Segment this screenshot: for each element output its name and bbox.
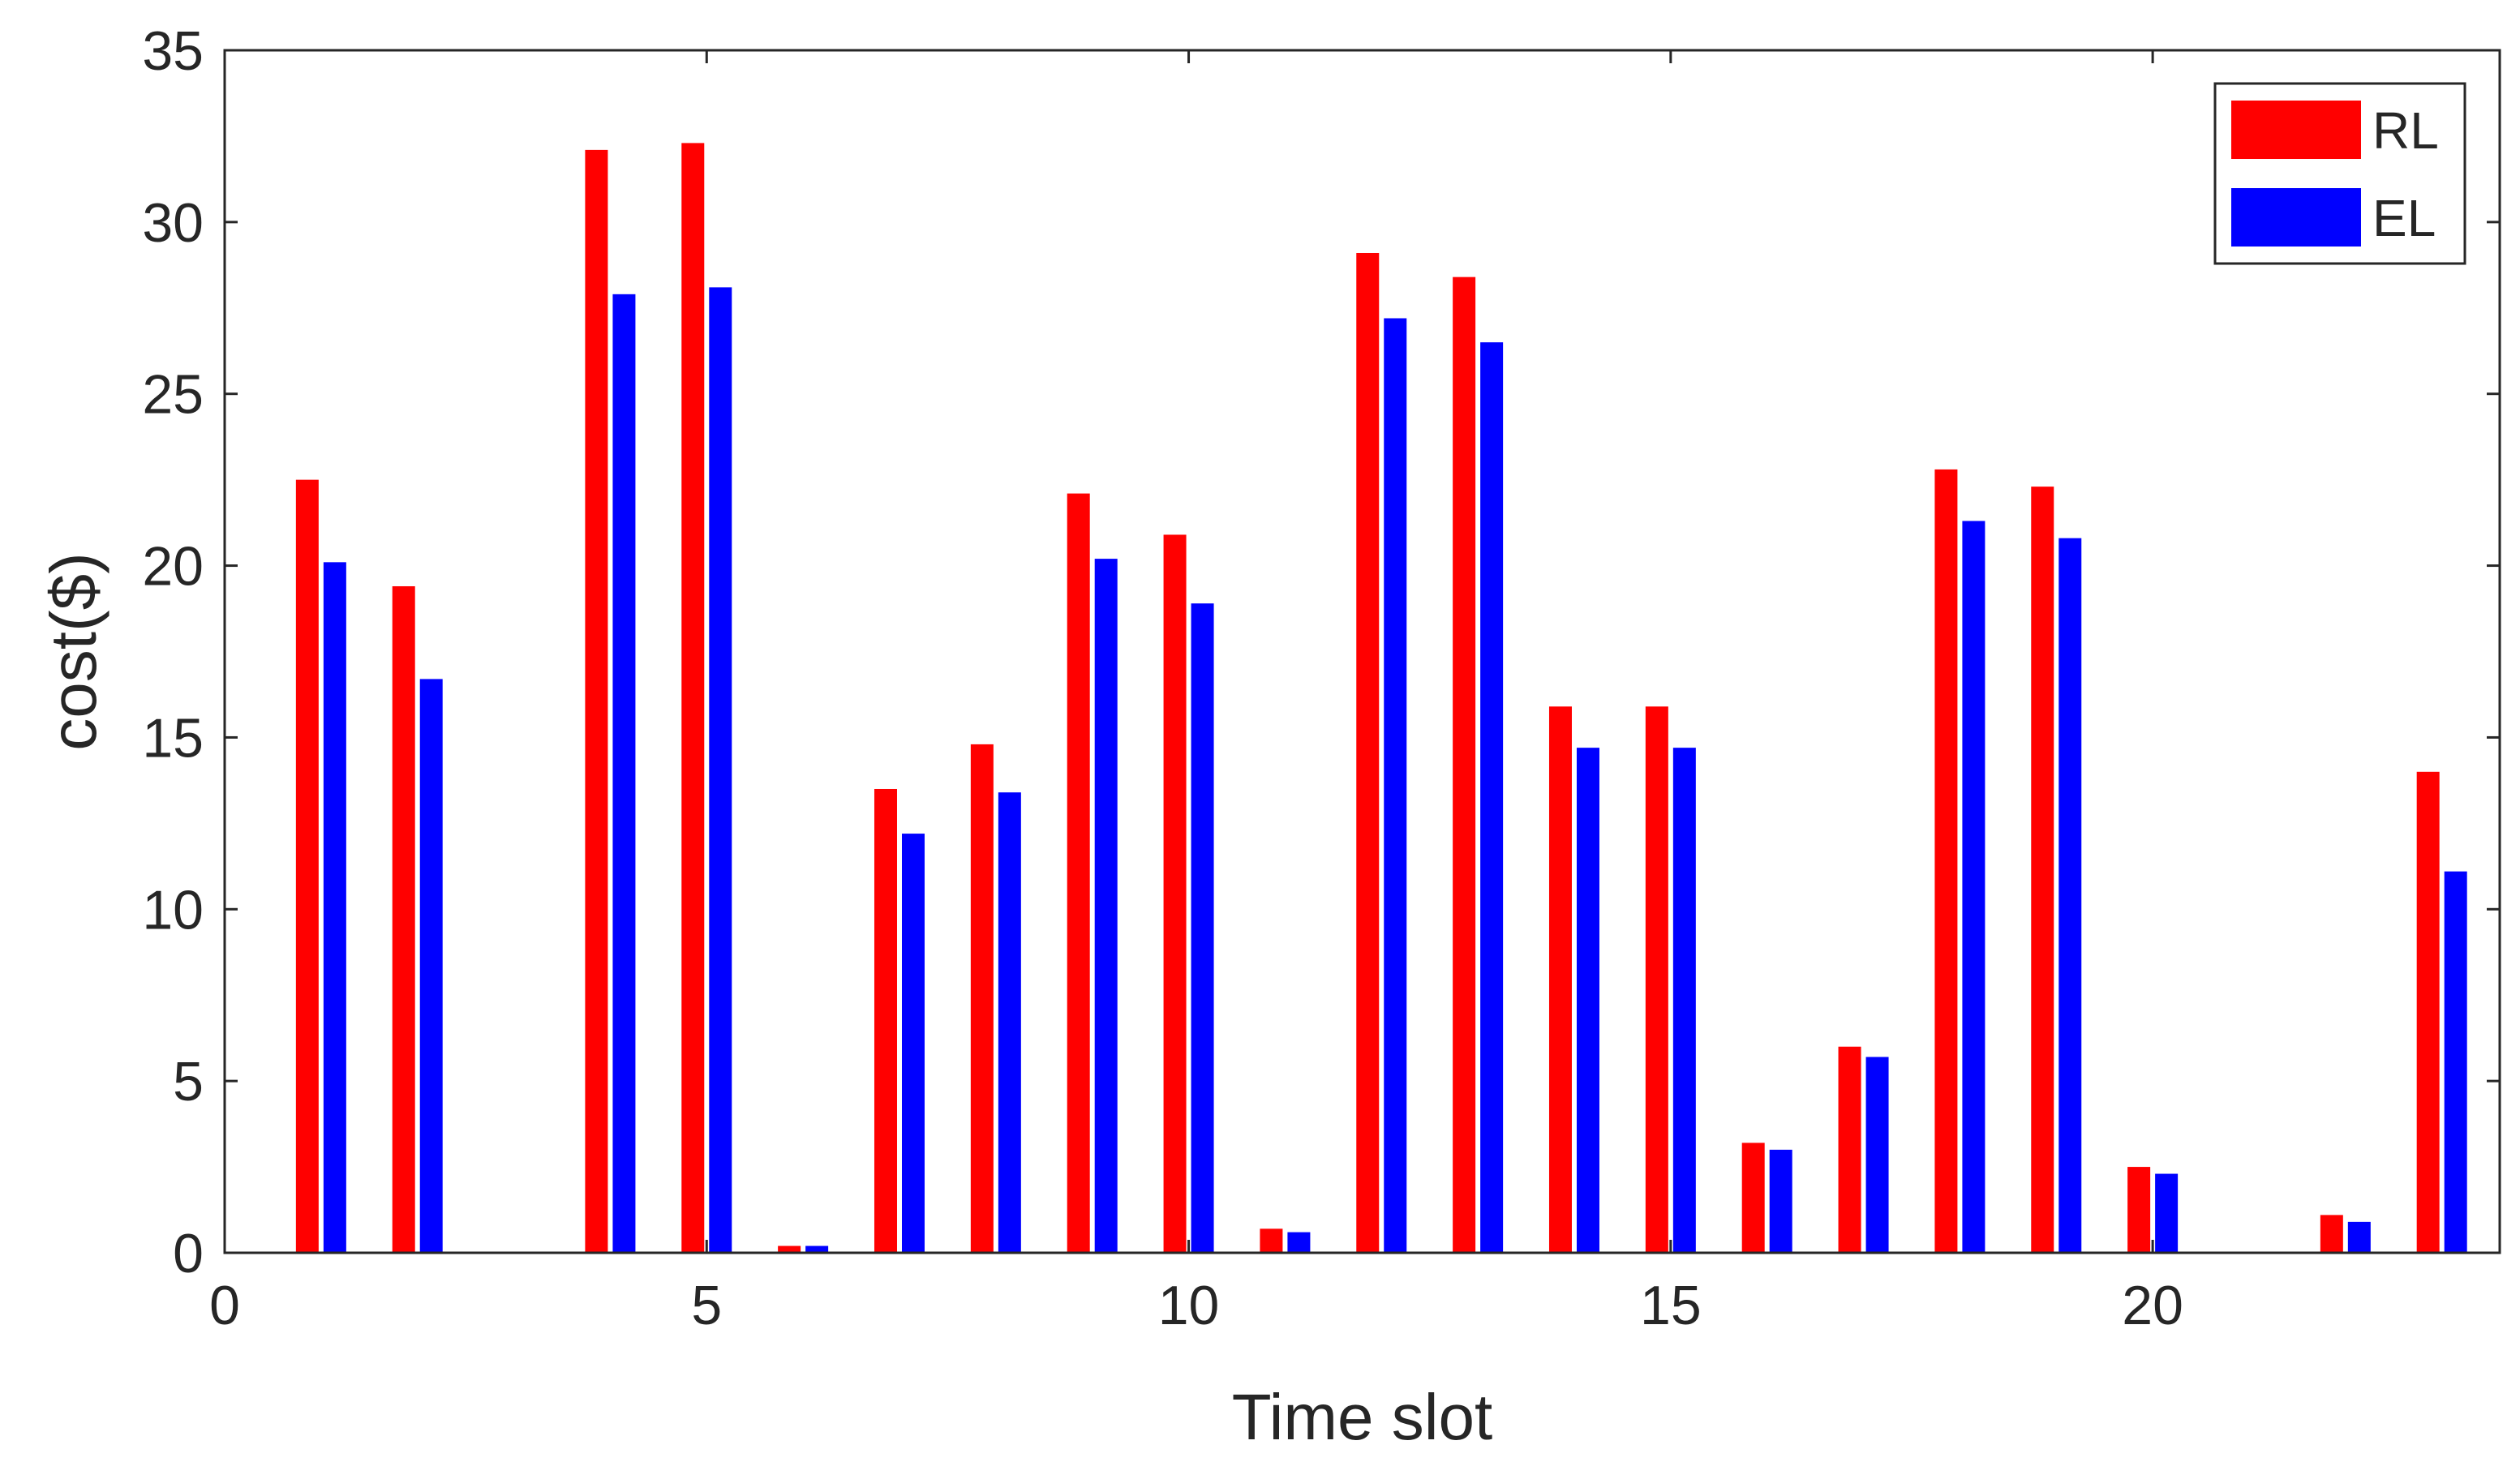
bar-rl-9 [1067,493,1090,1253]
bar-el-22 [2347,1221,2371,1253]
bar-el-5 [709,287,732,1254]
x-axis-label: Time slot [1232,1381,1493,1453]
tick-labels: 0 5 10 15 20 0 5 10 15 20 25 30 35 [142,20,2183,1336]
y-tick-label: 10 [142,879,204,941]
bars [295,143,2467,1254]
y-tick-label: 30 [142,192,204,254]
bar-rl-6 [778,1245,801,1253]
bar-el-7 [901,834,925,1253]
bar-rl-1 [295,479,319,1253]
bar-rl-14 [1548,706,1572,1253]
bar-rl-20 [2127,1167,2151,1253]
bar-el-17 [1865,1057,1889,1253]
y-axis-label: cost($) [37,552,109,751]
bar-rl-8 [970,744,994,1253]
x-tick-label: 15 [1640,1275,1702,1336]
bar-el-8 [998,792,1021,1253]
bar-el-16 [1769,1149,1792,1253]
bar-rl-22 [2320,1215,2343,1253]
bar-el-18 [1962,521,1986,1253]
bar-el-12 [1384,318,1407,1254]
bar-el-19 [2059,538,2082,1253]
bar-rl-7 [874,788,897,1253]
x-tick-label: 5 [691,1275,722,1336]
bar-rl-12 [1356,252,1380,1253]
x-tick-label: 20 [2122,1275,2183,1336]
y-tick-label: 15 [142,707,204,769]
bar-rl-23 [2416,771,2440,1253]
legend-swatch-rl [2231,101,2361,159]
legend-label-el: EL [2372,189,2436,247]
x-tick-label: 0 [209,1275,240,1336]
legend-swatch-el [2231,188,2361,247]
bar-rl-11 [1260,1228,1283,1253]
bar-el-9 [1094,559,1118,1253]
y-tick-label: 0 [173,1223,204,1284]
bar-rl-17 [1838,1046,1861,1253]
bar-el-23 [2444,871,2467,1253]
bar-el-20 [2155,1173,2179,1253]
bar-rl-15 [1645,706,1668,1253]
bar-el-10 [1191,603,1214,1253]
axes [223,49,2501,1254]
y-tick-label: 25 [142,364,204,426]
bar-rl-18 [1934,469,1958,1253]
x-tick-label: 10 [1158,1275,1220,1336]
bar-rl-4 [585,149,608,1253]
y-tick-label: 5 [173,1051,204,1113]
bar-rl-19 [2031,487,2054,1253]
bar-el-15 [1672,748,1696,1253]
bar-rl-13 [1453,277,1476,1254]
legend-label-rl: RL [2372,101,2439,160]
axes-box [223,49,2501,1254]
bar-el-1 [323,562,346,1253]
bar-rl-16 [1741,1143,1765,1253]
legend: RL EL [2213,82,2466,265]
y-tick-label: 20 [142,536,204,598]
y-tick-label: 35 [142,20,204,82]
bar-el-11 [1287,1232,1311,1253]
bar-rl-10 [1163,534,1187,1253]
bar-el-14 [1576,748,1599,1253]
bar-rl-5 [681,143,705,1254]
bar-el-4 [612,294,636,1253]
bar-el-13 [1480,342,1504,1254]
bar-el-6 [805,1245,829,1253]
bar-el-2 [419,679,443,1253]
bar-rl-2 [392,585,415,1253]
